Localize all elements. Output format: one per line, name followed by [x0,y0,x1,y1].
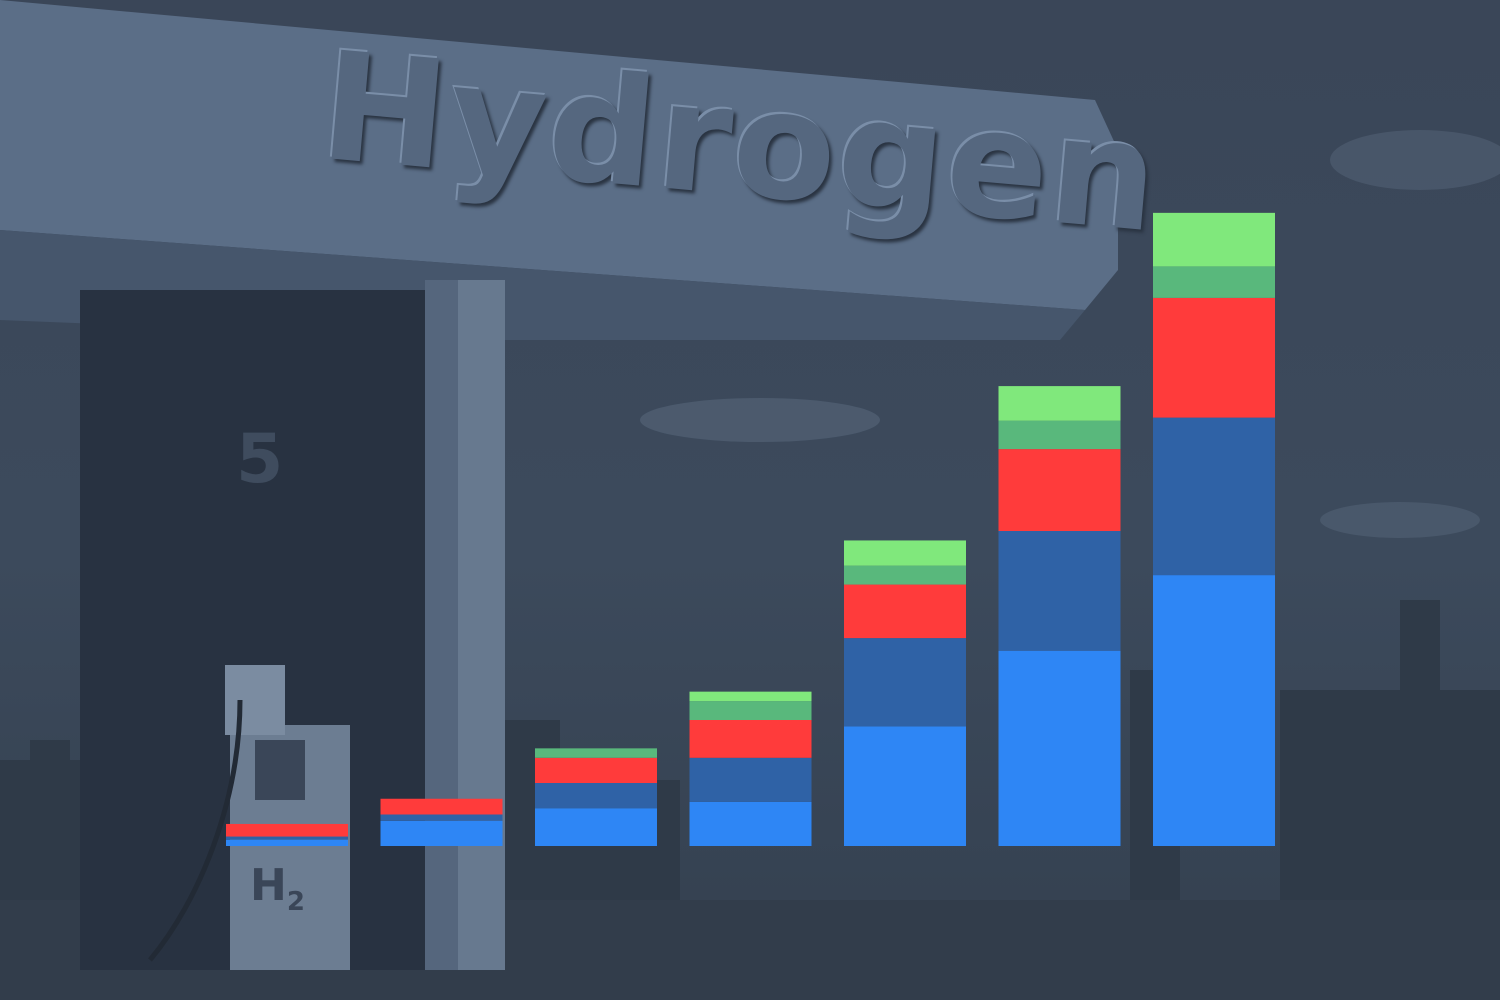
cloud [1330,130,1500,190]
pump-hose [148,699,243,962]
bar-3-segment-3 [535,757,657,783]
bar-4-segment-1 [689,801,812,846]
pump-label-sub: 2 [286,886,305,917]
bar-7-segment-2 [1153,417,1275,576]
bar-6-segment-1 [998,650,1121,846]
bar-5-segment-4 [844,565,966,585]
cloud [1320,502,1480,538]
bar-6-segment-3 [998,449,1121,531]
pump-tower [225,665,285,735]
bay-number: 5 [236,420,284,499]
bar-4-segment-5 [689,691,812,702]
bar-1-segment-1 [226,839,348,846]
bar-5-segment-5 [844,540,966,566]
bar-7-segment-4 [1153,266,1275,298]
bar-7-segment-3 [1153,297,1275,418]
pump-label: H [250,860,287,911]
bar-2-segment-1 [380,820,503,846]
bar-3-segment-1 [535,808,657,846]
pump-display [255,740,305,800]
cloud [640,398,880,442]
bar-6-segment-2 [998,531,1121,651]
bar-5-segment-1 [844,726,966,846]
bar-5-segment-2 [844,638,966,727]
bar-6-segment-5 [998,386,1121,421]
bar-1-segment-3 [226,823,348,837]
bar-2-segment-2 [380,814,503,821]
bar-3-segment-4 [535,748,657,758]
bar-3-segment-2 [535,783,657,809]
bar-4-segment-4 [689,701,812,720]
bar-6-segment-4 [998,420,1121,450]
bar-7-segment-5 [1153,212,1275,267]
pillar-shade [458,280,505,970]
bar-7-segment-1 [1153,575,1275,846]
bar-4-segment-2 [689,757,812,802]
pump-h2-label: H2 [250,860,305,917]
bar-5-segment-3 [844,584,966,639]
bar-2-segment-3 [380,798,503,815]
canopy-roof [0,0,1118,310]
bar-4-segment-3 [689,720,812,758]
bar-1-segment-2 [226,836,348,840]
